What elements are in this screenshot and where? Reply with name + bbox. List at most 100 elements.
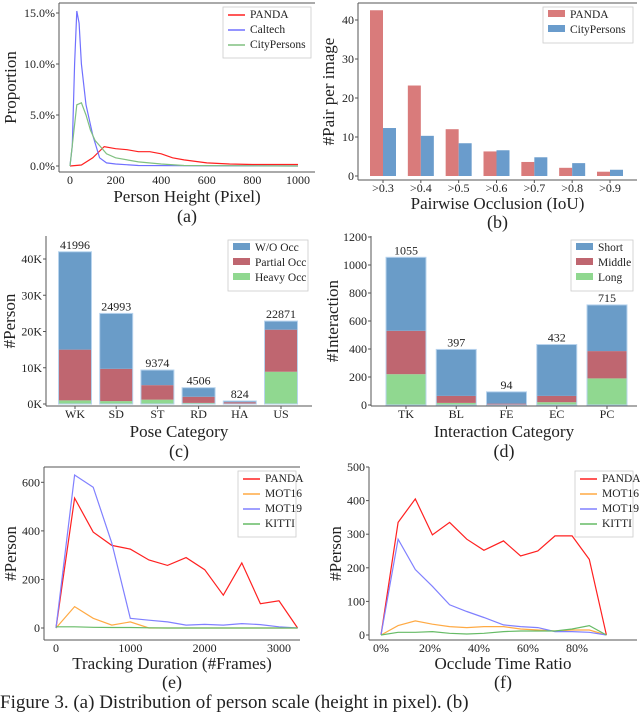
series-line-mot19 <box>380 537 607 636</box>
bar-segment-long <box>436 402 477 405</box>
x-tick-label: 0% <box>373 641 389 655</box>
y-tick-label: 15.0% <box>24 6 55 20</box>
bar-segment-heavy-occ <box>140 399 174 404</box>
legend-label: PANDA <box>570 9 609 21</box>
legend-label: Partial Occ <box>255 257 306 269</box>
bar-segment-heavy-occ <box>264 371 298 404</box>
panel-label: (f) <box>494 672 512 693</box>
bar-segment-w-o-occ <box>182 387 216 397</box>
bar-segment-long <box>386 374 426 405</box>
bar-outline <box>486 391 527 406</box>
figure: 0.0% 5.0% 10.0% 15.0% Proportion Person Heigh… <box>0 2 640 693</box>
legend-swatch <box>233 273 250 280</box>
bar-segment-partial-occ <box>223 402 257 404</box>
y-axis-label: #Person <box>1 526 20 581</box>
y-axis-label: #Person <box>0 293 19 348</box>
x-tick-label: SD <box>109 407 125 421</box>
x-tick-label: FE <box>499 407 513 421</box>
y-tick-label: 400 <box>347 494 365 508</box>
series-line-mot19 <box>55 473 298 629</box>
bar-segment-long <box>536 402 577 405</box>
bar-segment-partial-occ <box>99 368 133 402</box>
bar-segment-short <box>536 344 577 396</box>
x-tick-label: WK <box>65 407 85 421</box>
bar-outline <box>264 320 298 405</box>
bar-panda <box>445 129 459 176</box>
x-tick-label: HA <box>231 407 249 421</box>
legend: PANDA Caltech CityPersons <box>222 6 312 59</box>
y-tick-label: 600 <box>22 475 40 489</box>
y-tick-label: 400 <box>349 342 367 356</box>
bar-panda <box>370 10 383 176</box>
x-tick-label: 1000 <box>286 173 310 187</box>
panel-label: (d) <box>494 441 515 462</box>
y-tick-label: 0.0% <box>30 159 55 173</box>
y-tick-label: 300 <box>347 527 365 541</box>
series-line-citypersons <box>69 101 299 167</box>
x-axis-label: Tracking Duration (#Frames) <box>72 654 272 673</box>
legend-label: MOT16 <box>265 488 302 500</box>
y-tick-label: 800 <box>349 286 367 300</box>
bar-segment-partial-occ <box>182 396 216 403</box>
y-tick-label: 0 <box>348 169 354 183</box>
y-tick-label: 10 <box>342 130 354 144</box>
bar-segment-short <box>486 391 527 404</box>
y-tick-label: 30K <box>21 288 42 302</box>
legend-swatch <box>233 243 250 250</box>
data-label: 24993 <box>101 299 131 313</box>
data-label: 824 <box>231 387 249 401</box>
x-tick-label: 800 <box>243 173 261 187</box>
x-tick-label: 80% <box>566 641 588 655</box>
bar-segment-partial-occ <box>58 349 92 401</box>
y-tick-label: 200 <box>349 370 367 384</box>
bar-citypersons <box>383 128 396 176</box>
y-tick-label: 1000 <box>343 258 367 272</box>
bar-segment-heavy-occ <box>58 400 92 404</box>
legend-box <box>237 470 297 538</box>
bar-segment-middle <box>587 351 627 379</box>
legend-label: KITTI <box>602 518 632 530</box>
x-axis-label: Person Height (Pixel) <box>113 187 260 206</box>
x-tick-label: 200 <box>107 173 125 187</box>
data-label: 715 <box>598 291 616 305</box>
legend-box <box>222 6 312 59</box>
bar-panda <box>483 151 497 176</box>
bar-citypersons <box>458 143 472 176</box>
series-line-panda <box>69 145 298 167</box>
series-line-kitti <box>380 624 607 636</box>
series-line-panda <box>380 497 607 636</box>
legend: W/O Occ Partial Occ Heavy Occ <box>227 239 309 292</box>
bar-segment-short <box>386 257 426 331</box>
x-tick-label: >0.7 <box>523 181 545 195</box>
x-tick-label: 2000 <box>193 641 217 655</box>
y-tick-label: 100 <box>347 594 365 608</box>
x-tick-label: 40% <box>468 641 490 655</box>
data-label: 397 <box>447 335 465 349</box>
x-tick-label: 20% <box>419 641 441 655</box>
legend-label: CityPersons <box>570 24 626 36</box>
x-tick-label: >0.4 <box>410 181 432 195</box>
y-tick-label: 0 <box>359 628 365 642</box>
y-tick-label: 0K <box>27 397 42 411</box>
panel-label: (b) <box>487 212 508 233</box>
legend-swatch <box>576 243 593 250</box>
y-tick-label: 200 <box>347 561 365 575</box>
legend-label: Caltech <box>250 24 285 36</box>
bar-panda <box>597 171 610 176</box>
y-tick-label: 500 <box>347 460 365 474</box>
panel-label: (e) <box>162 672 182 693</box>
legend-label: MOT16 <box>602 488 639 500</box>
bar-segment-w-o-occ <box>223 401 257 403</box>
x-tick-label: TK <box>398 407 414 421</box>
y-tick-label: 400 <box>22 524 40 538</box>
bar-citypersons <box>572 163 586 176</box>
bar-segment-middle <box>486 403 527 405</box>
y-tick-label: 20K <box>21 325 42 339</box>
x-tick-label: >0.6 <box>486 181 508 195</box>
x-tick-label: 400 <box>152 173 170 187</box>
legend-swatch <box>576 273 593 280</box>
bar-segment-long <box>587 378 627 405</box>
bar-segment-heavy-occ <box>182 402 216 404</box>
bar-citypersons <box>610 169 623 176</box>
panel-label: (a) <box>177 206 197 227</box>
